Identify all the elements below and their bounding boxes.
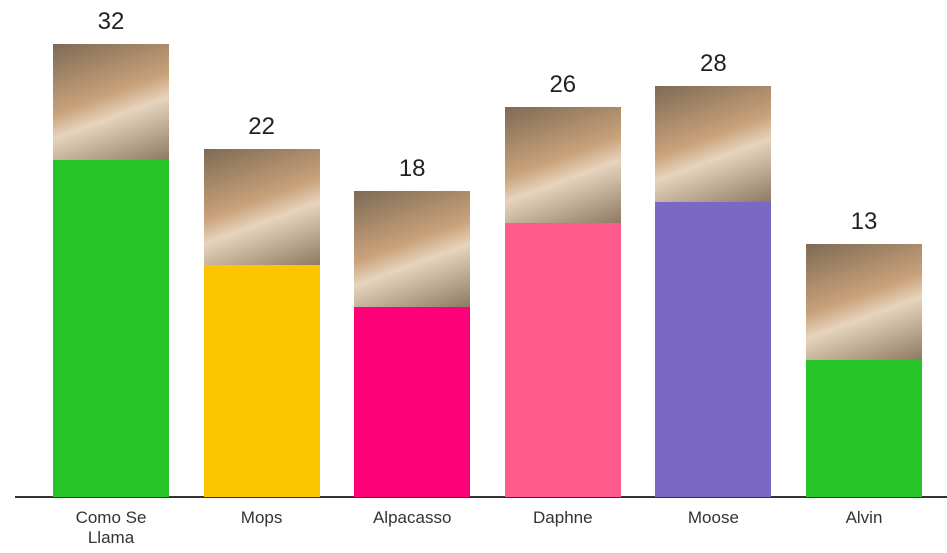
value-label: 32 [97, 8, 125, 35]
value-label: 18 [398, 155, 426, 183]
bar [354, 307, 471, 497]
x-axis-line [15, 496, 947, 498]
bar [203, 265, 320, 497]
value-label: 13 [850, 208, 878, 236]
alpaca-photo [806, 244, 922, 361]
alpaca-photo [655, 86, 772, 203]
x-tick-label: Mops [240, 508, 283, 527]
value-label: 22 [248, 113, 275, 141]
alpaca-photo [354, 191, 471, 308]
alpaca-photo [53, 44, 169, 160]
x-tick-label: Como Se Llama [75, 508, 147, 547]
x-tick-label: Moose [687, 508, 739, 527]
alpaca-photo [203, 149, 320, 266]
x-tick-label: Daphne [533, 508, 593, 527]
x-tick-label: Alvin [845, 508, 883, 527]
bar [806, 360, 922, 497]
bar [655, 202, 772, 497]
bar [53, 160, 169, 497]
bar [504, 223, 621, 497]
alpaca-photo [504, 107, 621, 224]
x-tick-label: Alpacasso [372, 508, 452, 527]
value-label: 26 [549, 71, 577, 99]
value-label: 28 [700, 50, 727, 78]
